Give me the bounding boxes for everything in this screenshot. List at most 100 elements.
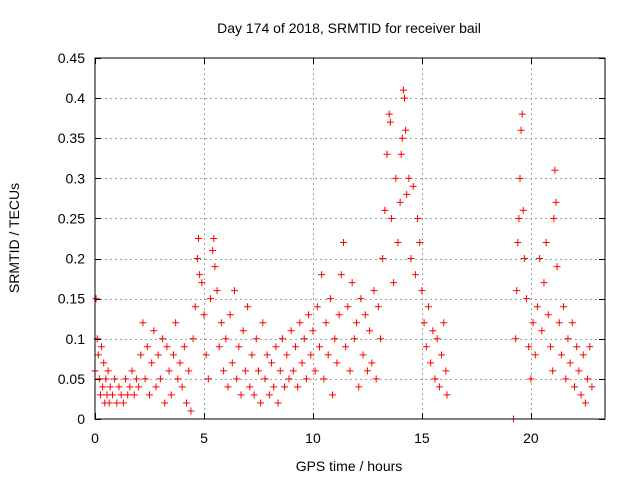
data-point <box>132 375 140 383</box>
data-point <box>390 279 398 287</box>
data-point <box>100 359 108 367</box>
data-point <box>224 383 232 391</box>
x-tick-label: 0 <box>91 430 99 446</box>
y-tick-label: 0.2 <box>66 251 86 267</box>
data-point <box>113 399 121 407</box>
data-point <box>233 375 241 383</box>
data-point <box>333 359 341 367</box>
data-point <box>207 295 215 303</box>
data-point <box>196 271 204 279</box>
data-point <box>261 375 269 383</box>
data-point <box>252 335 260 343</box>
data-point <box>523 295 531 303</box>
data-point <box>442 367 450 375</box>
data-point <box>443 391 451 399</box>
data-point <box>176 359 184 367</box>
data-point <box>230 287 238 295</box>
data-point <box>355 383 363 391</box>
data-point <box>180 343 188 351</box>
data-point <box>577 391 585 399</box>
data-point <box>518 110 526 118</box>
data-point <box>399 86 407 94</box>
data-point <box>575 367 583 375</box>
data-point <box>414 214 422 222</box>
data-point <box>513 287 521 295</box>
data-point <box>570 383 578 391</box>
data-point <box>315 343 323 351</box>
data-point <box>172 319 180 327</box>
data-point <box>550 214 558 222</box>
data-point <box>209 247 217 255</box>
data-point <box>294 383 302 391</box>
data-point <box>584 375 592 383</box>
data-point <box>204 375 212 383</box>
data-point <box>105 399 113 407</box>
data-point <box>547 343 555 351</box>
data-point <box>210 235 218 242</box>
data-point <box>512 335 520 343</box>
data-point <box>555 319 563 327</box>
data-point <box>326 295 334 303</box>
data-point <box>228 359 236 367</box>
data-point <box>259 319 267 327</box>
chart-title: Day 174 of 2018, SRMTID for receiver bai… <box>217 20 481 36</box>
data-point <box>278 335 286 343</box>
data-point <box>514 239 522 247</box>
data-point <box>398 134 406 142</box>
data-point <box>329 391 337 399</box>
data-point <box>324 351 332 359</box>
x-tick-label: 20 <box>523 430 539 446</box>
data-point <box>163 343 171 351</box>
data-point <box>573 343 581 351</box>
data-point <box>200 311 208 319</box>
data-point <box>102 375 110 383</box>
data-point <box>557 351 565 359</box>
data-point <box>198 279 206 287</box>
data-point <box>108 391 116 399</box>
data-point <box>520 255 528 263</box>
data-point <box>272 343 280 351</box>
data-point <box>96 391 104 399</box>
y-axis-label: SRMTID / TECUs <box>6 183 22 293</box>
data-point <box>411 271 419 279</box>
x-tick-label: 15 <box>414 430 430 446</box>
data-point <box>562 375 570 383</box>
data-point <box>359 351 367 359</box>
data-point <box>339 239 347 247</box>
data-point <box>217 319 225 327</box>
data-point <box>392 174 400 182</box>
data-point <box>165 367 173 375</box>
data-point <box>581 399 589 407</box>
y-tick-label: 0 <box>77 411 85 427</box>
x-axis-label: GPS time / hours <box>296 458 403 474</box>
data-point <box>95 375 103 383</box>
data-point <box>397 150 405 158</box>
data-point <box>150 327 158 335</box>
data-point <box>263 351 271 359</box>
data-point <box>237 391 245 399</box>
data-point <box>429 327 437 335</box>
data-point <box>307 351 315 359</box>
x-tick-labels: 0 5 10 15 20 <box>91 430 539 446</box>
gridlines <box>95 58 605 419</box>
data-point <box>402 126 410 134</box>
data-point <box>98 343 106 351</box>
data-point <box>130 391 138 399</box>
data-point <box>335 311 343 319</box>
plot-frame <box>94 57 606 420</box>
data-point <box>440 319 448 327</box>
data-point <box>235 343 243 351</box>
data-point <box>394 239 402 247</box>
data-point <box>213 287 221 295</box>
data-point <box>292 343 300 351</box>
data-point <box>115 383 123 391</box>
data-point <box>183 399 191 407</box>
data-point <box>270 383 278 391</box>
data-point <box>531 351 539 359</box>
data-point <box>309 327 317 335</box>
data-point <box>431 375 439 383</box>
y-tick-label: 0.15 <box>58 291 85 307</box>
data-point <box>111 375 119 383</box>
y-tick-label: 0.3 <box>66 170 86 186</box>
